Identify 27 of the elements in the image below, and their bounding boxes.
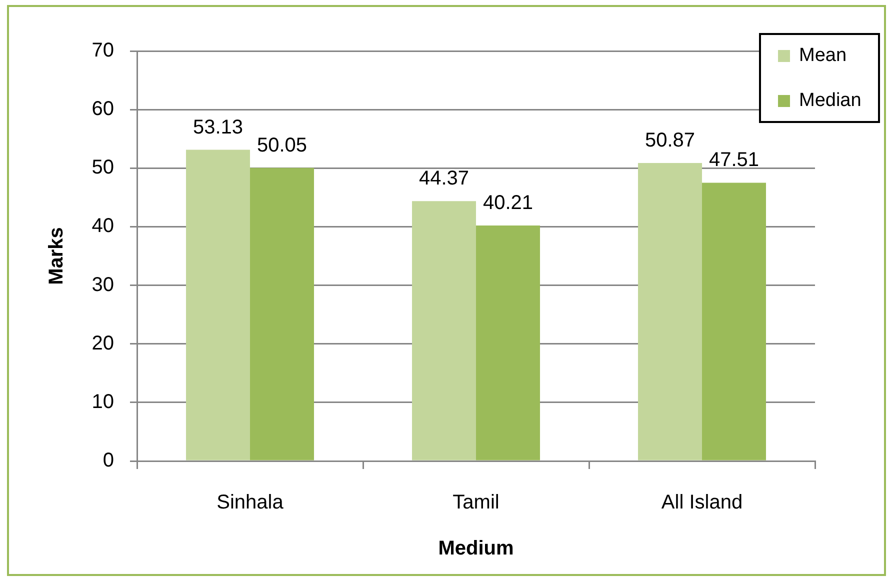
bar bbox=[638, 163, 702, 460]
data-label: 47.51 bbox=[708, 149, 760, 172]
y-tick-label: 0 bbox=[102, 450, 114, 472]
data-label: 40.21 bbox=[482, 192, 534, 214]
y-tick-label: 40 bbox=[92, 215, 114, 238]
x-axis-title: Medium bbox=[438, 538, 514, 560]
x-tick-label: Tamil bbox=[452, 492, 500, 514]
x-tick-label: All Island bbox=[661, 492, 743, 514]
bar bbox=[702, 182, 766, 460]
bar bbox=[476, 225, 540, 460]
bar bbox=[250, 168, 314, 460]
data-label: 50.05 bbox=[256, 134, 308, 156]
legend-label: Mean bbox=[799, 45, 847, 67]
y-axis-title: Marks bbox=[46, 227, 68, 285]
data-label: 50.87 bbox=[644, 130, 696, 152]
bar bbox=[412, 201, 476, 460]
y-tick-label: 30 bbox=[92, 274, 114, 296]
data-label: 53.13 bbox=[192, 116, 244, 138]
data-label: 44.37 bbox=[418, 168, 470, 190]
y-tick-label: 10 bbox=[92, 390, 114, 413]
y-tick-label: 60 bbox=[92, 98, 114, 120]
legend-label: Median bbox=[799, 90, 862, 112]
bar bbox=[186, 150, 250, 460]
y-tick-label: 50 bbox=[92, 156, 114, 179]
y-tick-label: 70 bbox=[92, 40, 114, 62]
y-tick-label: 20 bbox=[92, 332, 114, 354]
x-tick-label: Sinhala bbox=[216, 492, 284, 514]
